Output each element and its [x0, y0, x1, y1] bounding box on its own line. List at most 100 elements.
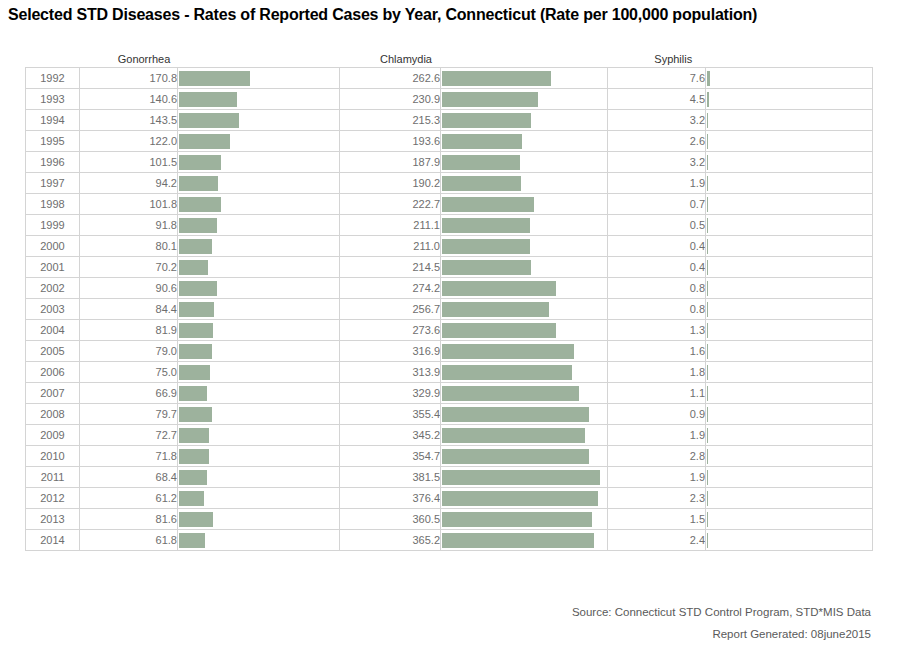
chlamydia-bar-cell: [441, 509, 608, 530]
year-cell: 2000: [26, 236, 80, 257]
chlamydia-rate-cell: 211.0: [340, 236, 441, 257]
chlamydia-rate-bar: [442, 71, 551, 86]
gonorrhea-rate-bar: [179, 533, 205, 548]
syphilis-rate-bar: [707, 533, 708, 548]
table-row: 201071.8354.72.8: [26, 446, 873, 467]
table-row: 199991.8211.10.5: [26, 215, 873, 236]
table-row: 201381.6360.51.5: [26, 509, 873, 530]
syphilis-rate-bar: [707, 134, 708, 149]
chlamydia-bar-cell: [441, 173, 608, 194]
chlamydia-rate-bar: [442, 428, 585, 443]
gonorrhea-rate-bar: [179, 176, 218, 191]
chlamydia-rate-cell: 230.9: [340, 89, 441, 110]
syphilis-rate-cell: 3.2: [608, 152, 706, 173]
gonorrhea-bar-cell: [178, 68, 340, 89]
chlamydia-rate-bar: [442, 197, 534, 212]
gonorrhea-bar-cell: [178, 425, 340, 446]
gonorrhea-rate-bar: [179, 512, 213, 527]
table-row: 201168.4381.51.9: [26, 467, 873, 488]
table-row: 200766.9329.91.1: [26, 383, 873, 404]
chlamydia-rate-cell: 381.5: [340, 467, 441, 488]
chlamydia-rate-bar: [442, 302, 549, 317]
gonorrhea-rate-bar: [179, 449, 209, 464]
syphilis-rate-cell: 1.5: [608, 509, 706, 530]
source-note: Source: Connecticut STD Control Program,…: [572, 601, 871, 623]
gonorrhea-bar-cell: [178, 383, 340, 404]
syphilis-rate-cell: 2.8: [608, 446, 706, 467]
gonorrhea-bar-cell: [178, 89, 340, 110]
chlamydia-rate-bar: [442, 449, 589, 464]
gonorrhea-rate-bar: [179, 113, 239, 128]
chlamydia-bar-cell: [441, 341, 608, 362]
gonorrhea-rate-bar: [179, 428, 209, 443]
syphilis-rate-bar: [707, 344, 708, 359]
chlamydia-rate-cell: 187.9: [340, 152, 441, 173]
year-cell: 2011: [26, 467, 80, 488]
gonorrhea-bar-cell: [178, 446, 340, 467]
gonorrhea-bar-cell: [178, 173, 340, 194]
gonorrhea-rate-cell: 81.6: [80, 509, 178, 530]
report-footer: Source: Connecticut STD Control Program,…: [572, 601, 871, 645]
syphilis-rate-bar: [707, 71, 710, 86]
table-row: 200080.1211.00.4: [26, 236, 873, 257]
gonorrhea-rate-cell: 170.8: [80, 68, 178, 89]
syphilis-bar-cell: [706, 68, 873, 89]
gonorrhea-column-header: Gonorrhea: [79, 53, 209, 65]
gonorrhea-bar-cell: [178, 509, 340, 530]
syphilis-bar-cell: [706, 467, 873, 488]
chlamydia-rate-cell: 360.5: [340, 509, 441, 530]
year-cell: 2004: [26, 320, 80, 341]
syphilis-bar-cell: [706, 425, 873, 446]
syphilis-bar-cell: [706, 131, 873, 152]
gonorrhea-rate-bar: [179, 491, 204, 506]
chlamydia-rate-bar: [442, 239, 530, 254]
year-cell: 1996: [26, 152, 80, 173]
syphilis-bar-cell: [706, 362, 873, 383]
table-row: 200290.6274.20.8: [26, 278, 873, 299]
syphilis-bar-cell: [706, 383, 873, 404]
chlamydia-bar-cell: [441, 278, 608, 299]
gonorrhea-rate-bar: [179, 218, 217, 233]
syphilis-bar-cell: [706, 194, 873, 215]
chlamydia-rate-cell: 273.6: [340, 320, 441, 341]
gonorrhea-bar-cell: [178, 131, 340, 152]
syphilis-bar-cell: [706, 341, 873, 362]
gonorrhea-rate-cell: 143.5: [80, 110, 178, 131]
syphilis-bar-cell: [706, 257, 873, 278]
chlamydia-rate-bar: [442, 512, 592, 527]
year-cell: 2002: [26, 278, 80, 299]
year-cell: 2009: [26, 425, 80, 446]
syphilis-rate-cell: 3.2: [608, 110, 706, 131]
table-row: 200170.2214.50.4: [26, 257, 873, 278]
gonorrhea-rate-cell: 94.2: [80, 173, 178, 194]
gonorrhea-header-group: Gonorrhea: [79, 53, 339, 65]
chlamydia-bar-cell: [441, 530, 608, 551]
chlamydia-bar-cell: [441, 236, 608, 257]
chlamydia-rate-cell: 316.9: [340, 341, 441, 362]
gonorrhea-rate-bar: [179, 239, 212, 254]
syphilis-rate-bar: [707, 323, 708, 338]
syphilis-bar-cell: [706, 110, 873, 131]
gonorrhea-rate-cell: 70.2: [80, 257, 178, 278]
gonorrhea-bar-cell: [178, 152, 340, 173]
chlamydia-bar-cell: [441, 131, 608, 152]
gonorrhea-bar-cell: [178, 530, 340, 551]
gonorrhea-rate-bar: [179, 470, 207, 485]
syphilis-bar-cell: [706, 446, 873, 467]
year-cell: 2007: [26, 383, 80, 404]
gonorrhea-rate-cell: 68.4: [80, 467, 178, 488]
syphilis-rate-cell: 4.5: [608, 89, 706, 110]
chlamydia-rate-bar: [442, 470, 600, 485]
syphilis-bar-cell: [706, 299, 873, 320]
gonorrhea-rate-bar: [179, 134, 230, 149]
gonorrhea-rate-cell: 90.6: [80, 278, 178, 299]
report-page: { "title": "Selected STD Diseases - Rate…: [0, 0, 900, 650]
gonorrhea-rate-bar: [179, 260, 208, 275]
gonorrhea-rate-cell: 61.2: [80, 488, 178, 509]
chlamydia-bar-cell: [441, 467, 608, 488]
gonorrhea-rate-bar: [179, 386, 207, 401]
chlamydia-bar-cell: [441, 425, 608, 446]
year-cell: 1997: [26, 173, 80, 194]
year-cell: 2010: [26, 446, 80, 467]
gonorrhea-rate-cell: 61.8: [80, 530, 178, 551]
